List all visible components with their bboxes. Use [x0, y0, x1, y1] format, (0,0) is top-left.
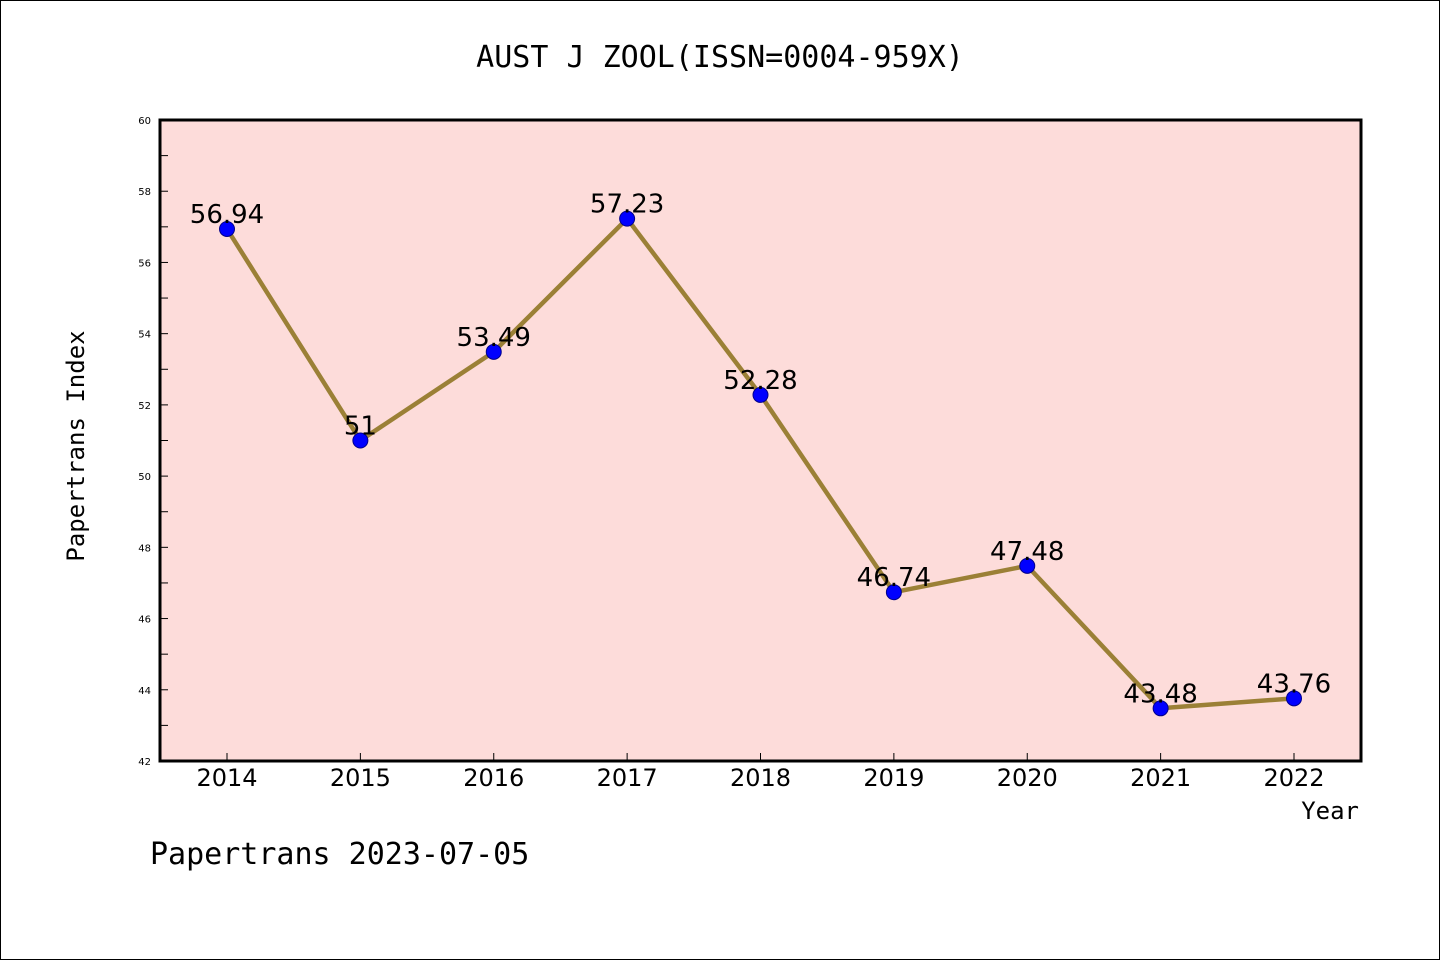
- y-axis-label: Papertrans Index: [62, 330, 90, 561]
- data-point: [619, 210, 636, 227]
- y-tick-label: 52: [138, 401, 151, 412]
- y-tick-label: 42: [138, 757, 151, 768]
- x-tick-label: 2017: [597, 764, 658, 792]
- x-tick-label: 2021: [1130, 764, 1191, 792]
- y-tick-label: 50: [138, 472, 151, 483]
- footer-date: Papertrans 2023-07-05: [150, 837, 529, 872]
- y-tick-label: 54: [138, 330, 151, 341]
- y-tick-label: 58: [138, 187, 151, 198]
- x-tick-label: 2015: [330, 764, 391, 792]
- data-label: 46.74: [857, 563, 931, 593]
- plot-border: [158, 118, 1363, 763]
- data-point: [485, 343, 502, 360]
- data-point: [219, 220, 235, 237]
- y-tick-label: 48: [138, 543, 151, 554]
- data-point: [1019, 557, 1036, 574]
- x-tick-label: 2016: [463, 764, 524, 792]
- data-point: [1152, 700, 1169, 717]
- x-tick-label: 2018: [730, 764, 791, 792]
- data-label: 57.23: [590, 190, 664, 220]
- y-tick-label: 46: [138, 615, 151, 626]
- x-tick-label: 2022: [1263, 764, 1324, 792]
- x-axis-label: Year: [1301, 797, 1359, 825]
- y-tick-label: 56: [138, 258, 151, 269]
- data-label: 47.48: [990, 537, 1064, 567]
- data-label: 43.76: [1257, 669, 1331, 699]
- data-label: 43.48: [1123, 679, 1197, 709]
- y-tick-label: 44: [138, 686, 151, 697]
- chart-title: AUST J ZOOL(ISSN=0004-959X): [476, 40, 964, 75]
- data-label: 56.94: [190, 200, 264, 230]
- data-label: 52.28: [723, 366, 797, 396]
- x-tick-label: 2014: [196, 764, 257, 792]
- data-label: 51: [344, 412, 377, 442]
- data-point: [752, 386, 769, 403]
- x-tick-label: 2019: [863, 764, 924, 792]
- data-label: 53.49: [457, 323, 531, 353]
- plot-area: [160, 120, 1361, 761]
- data-point: [885, 584, 902, 601]
- x-tick-label: 2020: [997, 764, 1058, 792]
- data-point: [1286, 690, 1302, 707]
- data-point: [352, 432, 369, 449]
- y-tick-label: 60: [138, 116, 151, 127]
